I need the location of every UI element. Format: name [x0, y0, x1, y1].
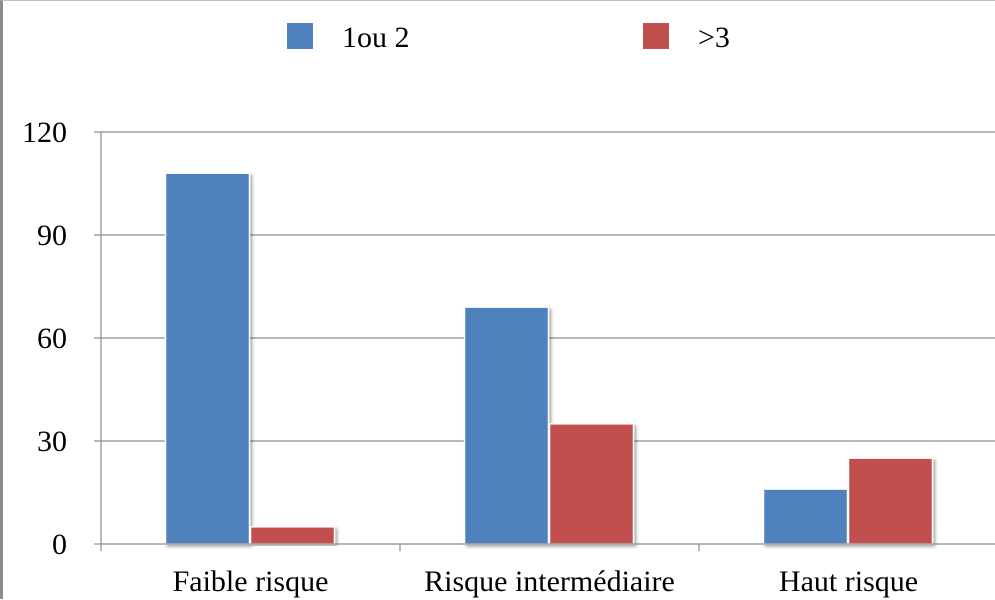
- legend-label: 1ou 2: [342, 21, 410, 54]
- y-tick-label: 90: [37, 219, 67, 252]
- legend-swatch: [287, 23, 313, 49]
- bar-series2-0: [249, 526, 336, 545]
- legend-swatch: [643, 23, 669, 49]
- x-axis: Faible risque Risque intermédiaire Haut ri…: [100, 543, 995, 598]
- bar-series1-0: [164, 172, 251, 545]
- legend-label: >3: [698, 21, 730, 54]
- y-axis: 0 30 60 90 120: [22, 116, 102, 561]
- bar-series1-1: [463, 306, 550, 545]
- bar-chart: 1ou 2 >3 0 30 60 90 120 Faible risque Risque i…: [22, 21, 995, 598]
- bars: [164, 172, 934, 545]
- y-tick-label: 60: [37, 322, 67, 355]
- x-tick-label: Faible risque: [173, 565, 329, 598]
- y-tick-label: 30: [37, 425, 67, 458]
- legend: 1ou 2 >3: [287, 21, 730, 54]
- x-tick-label: Risque intermédiaire: [424, 565, 675, 598]
- y-tick-label: 120: [22, 116, 67, 149]
- bar-series2-1: [548, 423, 635, 545]
- bar-series2-2: [847, 457, 934, 545]
- bar-series1-2: [762, 488, 849, 545]
- x-tick-label: Haut risque: [779, 565, 918, 598]
- y-tick-label: 0: [52, 528, 67, 561]
